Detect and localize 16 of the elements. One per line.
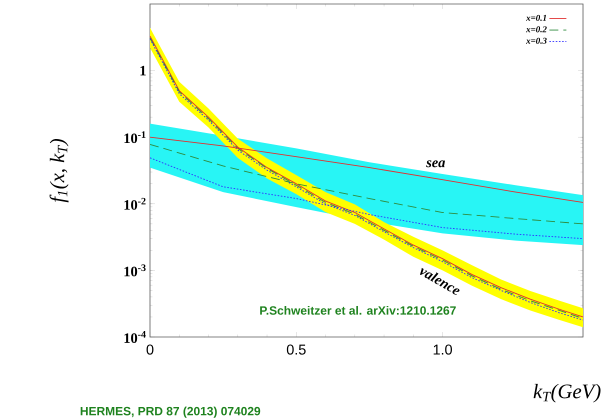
text: HERMES, PRD 87 (2013) 074029	[80, 406, 260, 418]
annotation: sea	[426, 160, 446, 168]
y-tick-label: 10$^{-1}$	[124, 131, 146, 144]
y-tick-label: 10$^{-4}$	[124, 331, 146, 343]
y-tick-label: 10$^{-2}$	[124, 198, 146, 210]
legend-label: x=0.2	[526, 26, 547, 32]
y-tick-label: 1	[140, 66, 146, 76]
annotation: P.Schweitzer et al. arXiv:1210.1267	[260, 306, 456, 315]
x-tick-label: 0.5	[286, 344, 306, 355]
legend-label: x=0.1	[526, 14, 546, 21]
x-tick-label: 0	[146, 344, 154, 355]
x-tick-label: 1.0	[434, 344, 452, 355]
y-tick-label: 10$^{-3}$	[124, 264, 146, 276]
legend-label: x=0.3	[526, 38, 547, 44]
y-axis-title: f$_{1}$(x, k$_{T}$)	[50, 138, 69, 202]
x-axis-title: k$_{T}$(GeV)	[534, 384, 601, 403]
